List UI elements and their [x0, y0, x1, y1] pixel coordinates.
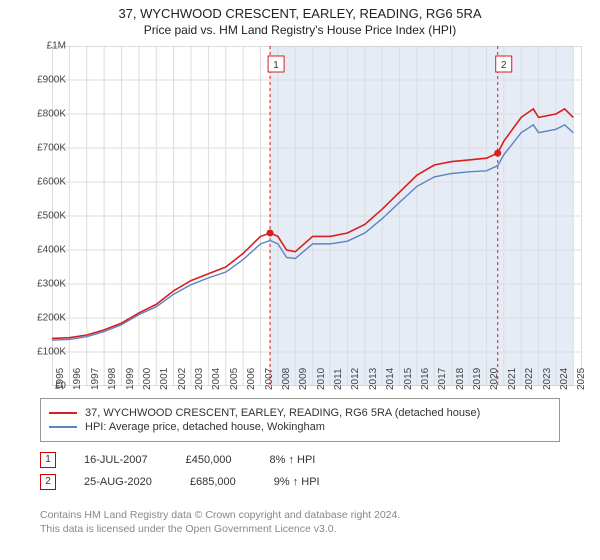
x-axis-label: 2011	[333, 368, 344, 390]
y-axis-label: £900K	[16, 75, 66, 86]
footer-line: This data is licensed under the Open Gov…	[40, 522, 560, 536]
sale-date: 25-AUG-2020	[84, 476, 152, 488]
x-axis-label: 2017	[437, 368, 448, 390]
page-title: 37, WYCHWOOD CRESCENT, EARLEY, READING, …	[0, 6, 600, 21]
legend-item: 37, WYCHWOOD CRESCENT, EARLEY, READING, …	[49, 407, 551, 419]
x-axis-label: 2015	[403, 368, 414, 390]
footer-line: Contains HM Land Registry data © Crown c…	[40, 508, 560, 522]
x-axis-label: 2006	[246, 368, 257, 390]
sale-delta: 8% ↑ HPI	[269, 454, 315, 466]
x-axis-label: 2000	[142, 368, 153, 390]
sale-price: £450,000	[186, 454, 232, 466]
y-axis-label: £800K	[16, 109, 66, 120]
y-axis-label: £700K	[16, 143, 66, 154]
x-axis-label: 2019	[472, 368, 483, 390]
y-axis-label: £500K	[16, 211, 66, 222]
x-axis-label: 2013	[368, 368, 379, 390]
x-axis-label: 2025	[576, 368, 587, 390]
legend-swatch	[49, 426, 77, 428]
legend-swatch	[49, 412, 77, 414]
svg-text:2: 2	[501, 60, 507, 71]
x-axis-label: 1996	[72, 368, 83, 390]
table-row: 1 16-JUL-2007 £450,000 8% ↑ HPI	[40, 452, 560, 468]
x-axis-label: 2003	[194, 368, 205, 390]
x-axis-label: 2012	[350, 368, 361, 390]
footer: Contains HM Land Registry data © Crown c…	[40, 508, 560, 536]
legend-label: HPI: Average price, detached house, Woki…	[85, 421, 325, 433]
legend: 37, WYCHWOOD CRESCENT, EARLEY, READING, …	[40, 398, 560, 442]
sale-date: 16-JUL-2007	[84, 454, 148, 466]
y-axis-label: £600K	[16, 177, 66, 188]
table-row: 2 25-AUG-2020 £685,000 9% ↑ HPI	[40, 474, 560, 490]
x-axis-label: 2023	[542, 368, 553, 390]
x-axis-label: 2002	[177, 368, 188, 390]
x-axis-label: 2016	[420, 368, 431, 390]
x-axis-label: 2014	[385, 368, 396, 390]
x-axis-label: 2018	[455, 368, 466, 390]
sale-marker-icon: 1	[40, 452, 56, 468]
legend-item: HPI: Average price, detached house, Woki…	[49, 421, 551, 433]
y-axis-label: £400K	[16, 245, 66, 256]
x-axis-label: 1997	[90, 368, 101, 390]
x-axis-label: 2008	[281, 368, 292, 390]
x-axis-label: 2001	[159, 368, 170, 390]
x-axis-label: 2010	[316, 368, 327, 390]
y-axis-label: £300K	[16, 279, 66, 290]
x-axis-label: 2024	[559, 368, 570, 390]
price-chart: 12	[52, 46, 582, 386]
sale-delta: 9% ↑ HPI	[274, 476, 320, 488]
x-axis-label: 2009	[298, 368, 309, 390]
x-axis-label: 2021	[507, 368, 518, 390]
x-axis-label: 2005	[229, 368, 240, 390]
sale-marker-icon: 2	[40, 474, 56, 490]
x-axis-label: 2020	[489, 368, 500, 390]
x-axis-label: 1995	[55, 368, 66, 390]
x-axis-label: 2022	[524, 368, 535, 390]
svg-text:1: 1	[273, 60, 279, 71]
x-axis-label: 2004	[211, 368, 222, 390]
y-axis-label: £1M	[16, 41, 66, 52]
y-axis-label: £200K	[16, 313, 66, 324]
x-axis-label: 1998	[107, 368, 118, 390]
y-axis-label: £100K	[16, 347, 66, 358]
x-axis-label: 2007	[264, 368, 275, 390]
legend-label: 37, WYCHWOOD CRESCENT, EARLEY, READING, …	[85, 407, 480, 419]
x-axis-label: 1999	[125, 368, 136, 390]
sale-price: £685,000	[190, 476, 236, 488]
sales-table: 1 16-JUL-2007 £450,000 8% ↑ HPI 2 25-AUG…	[40, 446, 560, 496]
page-subtitle: Price paid vs. HM Land Registry's House …	[0, 23, 600, 37]
